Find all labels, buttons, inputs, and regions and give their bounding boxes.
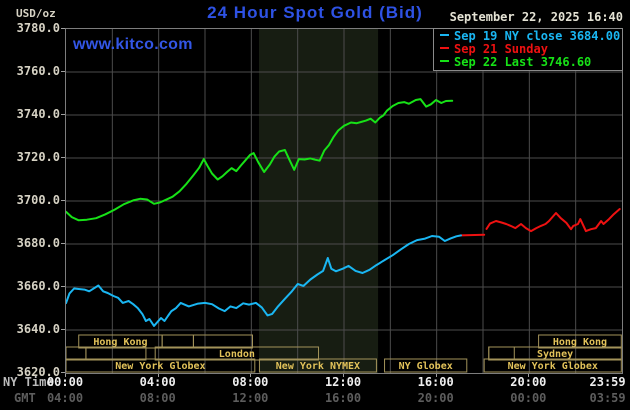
x-axis-label: 04:00: [46, 391, 84, 405]
session-box: [161, 334, 194, 349]
y-axis-tick: [61, 200, 65, 201]
x-axis-label: 03:59: [589, 391, 626, 405]
y-axis-tick: [61, 157, 65, 158]
session-label: Hong Kong: [93, 337, 147, 348]
x-axis-label: 04:00: [139, 375, 176, 389]
y-axis-tick: [61, 71, 65, 72]
y-axis-label: 3680.0: [16, 236, 60, 250]
y-axis-label: 3620.0: [16, 365, 60, 379]
x-axis-label: 00:00: [510, 391, 547, 405]
x-axis-tick: [65, 374, 66, 377]
y-axis-label: 3780.0: [16, 21, 60, 35]
legend-dash-red: [440, 47, 449, 49]
y-axis-label: 3700.0: [16, 193, 60, 207]
y-axis-label: 3720.0: [16, 150, 60, 164]
session-label: Hong Kong: [553, 337, 607, 348]
chart-plot-area: Hong Kong Hong Kong London Sydney New York G…: [65, 28, 623, 374]
kitco-watermark-link[interactable]: www.kitco.com: [73, 36, 193, 53]
x-axis-label: 20:00: [417, 391, 454, 405]
x-axis-tick: [250, 374, 252, 377]
series-line-sep-21-sunday: [460, 233, 486, 237]
y-axis-label: 3740.0: [16, 107, 60, 121]
x-axis-label: 16:00: [324, 391, 362, 405]
x-axis-label: 08:00: [232, 375, 269, 389]
datetime-stamp: September 22, 2025 16:40: [449, 10, 623, 24]
x-axis-row-label: NY Time: [3, 375, 54, 389]
x-axis-row-label: GMT: [14, 391, 36, 405]
y-axis-tick: [61, 329, 65, 330]
session-box: [65, 346, 87, 361]
page-title: 24 Hour Spot Gold (Bid): [207, 3, 423, 22]
legend-row-sep22: Sep 22 Last 3746.60: [434, 56, 622, 69]
session-label: New York Globex: [508, 361, 598, 372]
session-label: New York Globex: [115, 361, 205, 372]
series-line-sep-19-ny-close-3684.00: [65, 234, 462, 327]
y-axis-label: 3760.0: [16, 64, 60, 78]
x-axis-tick: [343, 374, 344, 377]
x-axis-tick: [435, 374, 437, 377]
session-box-london: [154, 346, 320, 361]
y-axis-label: 3640.0: [16, 322, 60, 336]
session-box-sydney: [488, 346, 622, 361]
y-axis-tick: [61, 114, 65, 115]
legend-label-sep21: Sep 21 Sunday: [454, 42, 548, 56]
x-axis-label: 12:00: [232, 391, 269, 405]
session-box-new-york-globex: [65, 358, 256, 373]
session-box-new-york-nymex: [258, 358, 377, 373]
y-axis-unit-label: USD/oz: [16, 7, 56, 20]
legend-dash-green: [440, 60, 449, 62]
y-axis-tick: [61, 28, 65, 29]
x-axis-label: 00:00: [46, 375, 84, 389]
x-axis-label: 08:00: [139, 391, 176, 405]
legend-row-sep19: Sep 19 NY close 3684.00: [434, 30, 622, 43]
x-axis-label: 20:00: [510, 375, 547, 389]
y-axis-tick: [61, 372, 65, 373]
y-axis-tick: [61, 286, 65, 287]
y-axis-label: 3660.0: [16, 279, 60, 293]
session-box-new-york-globex: [483, 358, 622, 373]
legend-label-sep19: Sep 19 NY close 3684.00: [454, 29, 621, 43]
session-label: Sydney: [537, 349, 573, 360]
legend-box: Sep 19 NY close 3684.00 Sep 21 Sunday Se…: [433, 28, 623, 71]
session-box-hong-kong: [538, 334, 622, 349]
session-label: NY Globex: [399, 361, 453, 372]
x-axis-tick: [157, 374, 159, 377]
legend-label-sep22: Sep 22 Last 3746.60: [454, 55, 592, 69]
x-axis-tick: [528, 374, 530, 377]
session-box: [488, 346, 515, 361]
x-axis-label: 16:00: [417, 375, 454, 389]
legend-row-sep21: Sep 21 Sunday: [434, 43, 622, 56]
session-label: New York NYMEX: [276, 361, 360, 372]
legend-dash-cyan: [440, 34, 449, 36]
session-box: [85, 346, 147, 361]
session-label: London: [219, 349, 255, 360]
y-axis-tick: [61, 243, 65, 244]
y-axis-labels: 3780.0 3760.0 3740.0 3720.0 3700.0 3680.0 3660…: [0, 0, 61, 410]
x-axis-label: 23:59: [589, 375, 626, 389]
session-box: [192, 334, 253, 349]
x-axis-label: 12:00: [324, 375, 362, 389]
session-box-ny-globex: [384, 358, 468, 373]
series-line-sep-21-sunday: [485, 208, 621, 233]
series-line-sep-22-last-3746.60: [65, 98, 454, 222]
